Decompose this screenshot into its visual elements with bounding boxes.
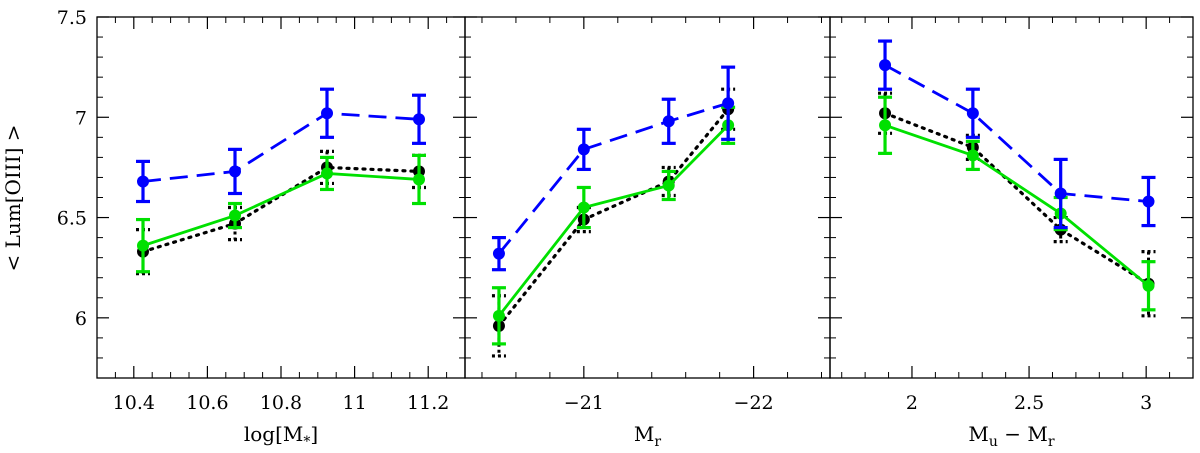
series-line-green (142, 172, 420, 247)
data-point-green (321, 167, 333, 180)
y-tick-label: 6.5 (57, 208, 87, 230)
data-point-blue (321, 107, 333, 120)
data-point-blue (229, 165, 241, 178)
x-tick-label: −21 (564, 392, 604, 414)
y-tick-label: 7.5 (57, 7, 87, 29)
data-point-blue (1054, 187, 1067, 200)
series-line-green (497, 124, 730, 317)
series-line-black (141, 165, 421, 254)
plot-frame (96, 16, 466, 379)
x-axis-label-subscript: r (654, 434, 661, 450)
data-point-blue (577, 143, 590, 156)
data-point-green (137, 239, 149, 252)
x-axis-label-part: M (634, 422, 654, 446)
data-point-blue (662, 115, 675, 128)
x-axis-label: Mu − Mr (968, 422, 1054, 450)
series-line-blue (884, 63, 1149, 203)
x-tick-label: 11 (343, 392, 367, 414)
series-line-black (497, 107, 730, 328)
x-tick-label: 10.8 (260, 392, 302, 414)
data-point-blue (1142, 195, 1155, 208)
panel-3: 2 2.5 3 Mu − Mr (829, 16, 1194, 450)
data-point-blue (966, 107, 979, 120)
data-point-green (1142, 279, 1155, 292)
data-point-blue (722, 97, 735, 110)
y-tick-label: 6 (75, 308, 87, 330)
series-line-black (883, 111, 1151, 286)
data-point-blue (492, 247, 505, 260)
data-point-blue (413, 113, 425, 126)
y-tick-label: 7 (75, 107, 87, 129)
x-axis-label-subscript: u (989, 434, 998, 450)
panels-group: 10.4 10.6 10.8 11 11.2 6 6.5 7 7.5 log[M*] −21 −22 M… (57, 7, 1194, 450)
x-tick-label: 2.5 (1014, 392, 1044, 414)
y-axis-label: < Lum[OIII] > (1, 124, 25, 271)
x-axis-label-part: log[M (244, 422, 304, 446)
x-tick-label: −22 (734, 392, 774, 414)
series-line-blue (142, 111, 420, 183)
series-line-blue (497, 101, 729, 255)
x-axis-label-subscript: r (1048, 434, 1055, 450)
x-tick-label: 10.6 (186, 392, 228, 414)
plot-frame (464, 16, 831, 379)
data-point-green (966, 149, 979, 162)
panel-2: −21 −22 Mr (464, 16, 831, 450)
data-point-green (492, 309, 505, 322)
x-tick-label: 2 (906, 392, 918, 414)
data-point-green (577, 201, 590, 214)
data-point-green (879, 119, 892, 132)
data-point-blue (137, 175, 149, 188)
data-point-green (413, 173, 425, 186)
data-point-blue (879, 59, 892, 72)
panel-1: 10.4 10.6 10.8 11 11.2 6 6.5 7 7.5 log[M*] (57, 7, 466, 450)
x-axis-label: Mr (634, 422, 661, 450)
series-line-green (884, 123, 1150, 287)
data-point-green (662, 179, 675, 192)
x-tick-label: 11.2 (407, 392, 449, 414)
x-tick-label: 10.4 (113, 392, 155, 414)
x-axis-label-subscript: * (303, 434, 310, 450)
x-axis-label-part: M (968, 422, 988, 446)
x-axis-label: log[M*] (244, 422, 318, 450)
data-point-green (229, 209, 241, 222)
x-tick-label: 3 (1140, 392, 1152, 414)
x-axis-label-baseline: − M (998, 422, 1048, 446)
x-axis-label-baseline: ] (310, 422, 318, 446)
